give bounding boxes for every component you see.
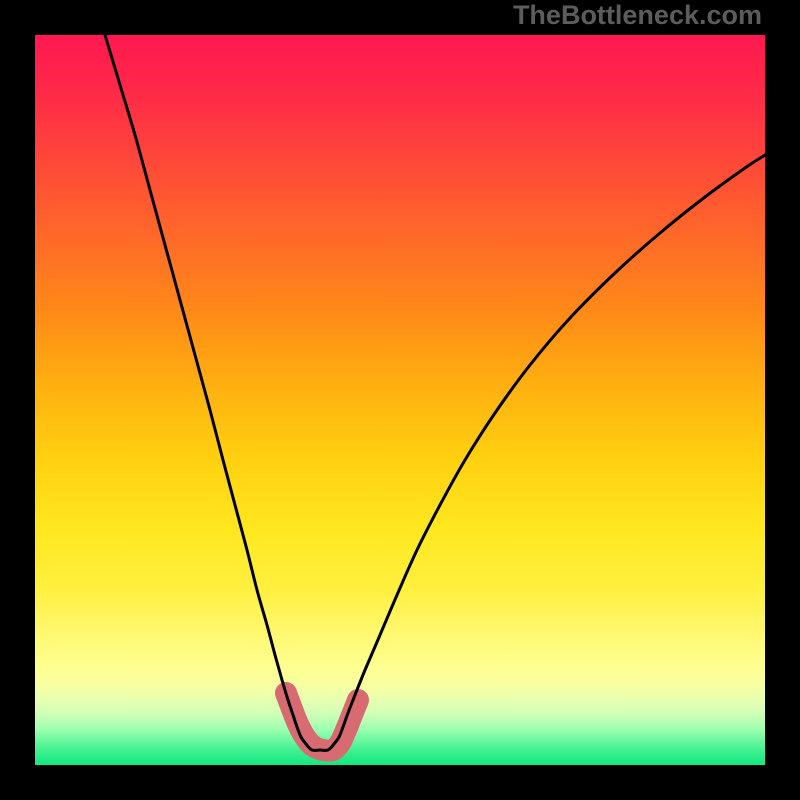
bottleneck-curve	[105, 35, 765, 750]
chart-frame: TheBottleneck.com	[0, 0, 800, 800]
plot-area	[35, 35, 765, 765]
curve-layer	[35, 35, 765, 765]
watermark-text: TheBottleneck.com	[513, 0, 762, 31]
